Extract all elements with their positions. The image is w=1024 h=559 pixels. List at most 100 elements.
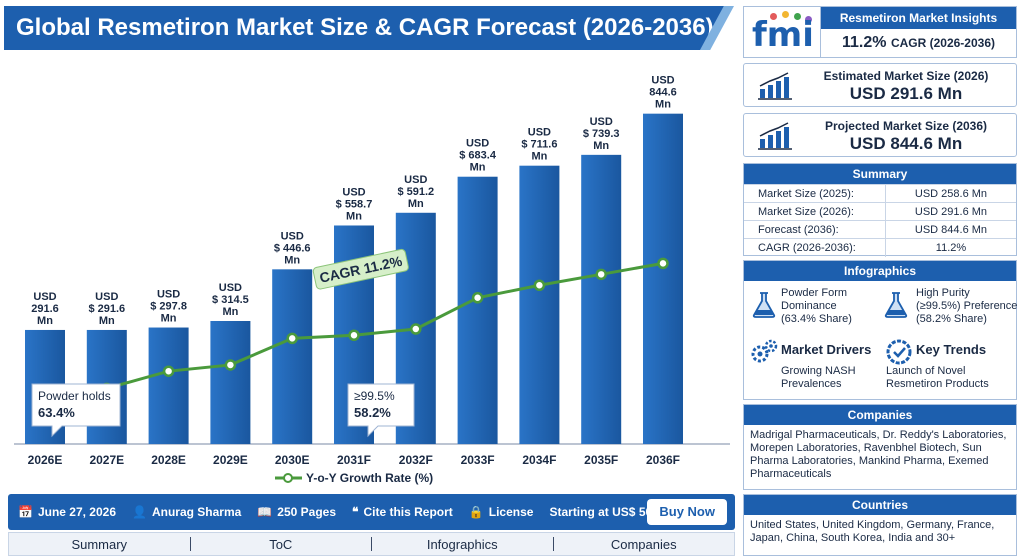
- logo-dot: [805, 16, 812, 23]
- companies-title: Companies: [744, 405, 1016, 425]
- value-label-2028E: USD $ 297.8 Mn: [150, 289, 187, 325]
- bar-2034F: [519, 165, 560, 444]
- user-icon: 👤: [132, 505, 147, 519]
- pages-text: 250 Pages: [277, 505, 336, 519]
- key-trends-text: Launch of Novel Resmetiron Products: [886, 365, 989, 390]
- estimated-size-card: Estimated Market Size (2026) USD 291.6 M…: [743, 63, 1017, 107]
- cagr-period: CAGR (2026-2036): [890, 36, 995, 50]
- flask-icon: [884, 292, 908, 318]
- projected-size-card: Projected Market Size (2036) USD 844.6 M…: [743, 113, 1017, 157]
- row-value: 11.2%: [885, 238, 1016, 257]
- logo-dot: [782, 11, 789, 18]
- projected-size-value: USD 844.6 Mn: [849, 134, 963, 153]
- report-meta-bar: 📅 June 27, 2026 👤 Anurag Sharma 📖 250 Pages…: [8, 494, 735, 530]
- callout-line2: 58.2%: [354, 405, 391, 420]
- tab-divider: [189, 537, 191, 551]
- callout-box: ≥99.5% 58.2%: [347, 383, 415, 438]
- growth-point-2031F: [348, 329, 360, 341]
- date-text: June 27, 2026: [37, 505, 117, 519]
- tick-label-2034F: 2034F: [522, 453, 556, 467]
- value-label-2035F: USD $ 739.3 Mn: [583, 116, 620, 152]
- bar-2029E: [210, 320, 251, 444]
- value-label-2029E: USD $ 314.5 Mn: [212, 282, 249, 318]
- price-text: Starting at US$ 5000: [549, 505, 666, 519]
- book-icon: 📖: [257, 505, 273, 519]
- bar-2033F: [457, 176, 498, 444]
- row-key: CAGR (2026-2036):: [744, 238, 886, 257]
- page-title: Global Resmetiron Market Size & CAGR For…: [4, 6, 726, 50]
- buy-now-button[interactable]: Buy Now: [647, 499, 727, 525]
- callout-line1: ≥99.5%: [354, 389, 395, 403]
- projected-size-label: Projected Market Size (2036): [824, 119, 988, 133]
- flask-icon: [752, 292, 776, 318]
- growth-point-2032F: [410, 323, 422, 335]
- key-trends-title: Key Trends: [916, 342, 987, 357]
- value-label-2026E: USD 291.6 Mn: [31, 291, 59, 327]
- infographics-title: Infographics: [744, 261, 1016, 281]
- countries-title: Countries: [744, 495, 1016, 515]
- powder-form-text: Powder Form Dominance (63.4% Share): [781, 287, 852, 325]
- logo-dot: [794, 13, 801, 20]
- chart-legend: Y-o-Y Growth Rate (%): [275, 471, 433, 485]
- tick-label-2031F: 2031F: [337, 453, 371, 467]
- tab-divider: [371, 537, 372, 551]
- bar-2036F: [643, 113, 683, 445]
- growth-point-2034F: [533, 279, 546, 291]
- bar-2030E: [272, 269, 313, 444]
- check-badge-icon: [886, 339, 912, 365]
- bar-2028E: [148, 327, 189, 444]
- summary-table: Market Size (2025): USD 258.6 Mn Market S…: [744, 184, 1016, 257]
- market-size-chart: USD 291.6 Mn 2026E USD $ 291.6 Mn 2027E USD $ 297…: [14, 75, 730, 485]
- row-key: Forecast (2036):: [744, 220, 886, 239]
- quote-icon: ❝: [352, 505, 359, 519]
- legend-label: Y-o-Y Growth Rate (%): [306, 471, 433, 485]
- tab-companies[interactable]: Companies: [610, 536, 677, 552]
- infographics-card: Infographics Powder Form Dominance (63.4…: [743, 260, 1017, 400]
- bar-2035F: [581, 154, 622, 444]
- license-link[interactable]: 🔒 License: [469, 505, 534, 519]
- insights-title: Resmetiron Market Insights: [821, 7, 1016, 29]
- cite-text: Cite this Report: [363, 505, 453, 519]
- countries-card: Countries United States, United Kingdom,…: [743, 494, 1017, 556]
- table-row: Market Size (2026): USD 291.6 Mn: [744, 202, 1016, 221]
- tab-infographics[interactable]: Infographics: [426, 536, 498, 552]
- row-value: USD 291.6 Mn: [885, 202, 1016, 221]
- tick-label-2026E: 2026E: [28, 453, 63, 467]
- callout-line1: Powder holds: [38, 389, 111, 403]
- tick-label-2028E: 2028E: [151, 453, 186, 467]
- countries-list: United States, United Kingdom, Germany, …: [750, 519, 995, 544]
- gears-icon: [751, 339, 778, 363]
- date-item: 📅 June 27, 2026: [18, 505, 116, 519]
- growth-chart-icon: [758, 122, 792, 150]
- cagr-value: 11.2%: [842, 34, 887, 51]
- value-label-2030E: USD $ 446.6 Mn: [274, 230, 311, 266]
- cagr-summary: 11.2% CAGR (2026-2036): [821, 29, 1016, 57]
- growth-point-2030E: [286, 332, 298, 345]
- value-label-2027E: USD $ 291.6 Mn: [88, 291, 125, 327]
- fmi-logo: fmi: [744, 7, 821, 57]
- growth-point-2035F: [595, 268, 607, 281]
- value-label-2036F: USD 844.6 Mn: [649, 75, 677, 111]
- callout-line2: 63.4%: [38, 405, 75, 420]
- growth-point-2036F: [657, 257, 669, 270]
- author-text: Anurag Sharma: [151, 505, 242, 519]
- tick-label-2035F: 2035F: [584, 453, 618, 467]
- tab-toc[interactable]: ToC: [269, 536, 293, 552]
- growth-point-2033F: [471, 292, 484, 304]
- lock-icon: 🔒: [468, 505, 484, 519]
- row-value: USD 258.6 Mn: [885, 184, 1016, 203]
- tick-label-2029E: 2029E: [213, 453, 248, 467]
- summary-title: Summary: [744, 164, 1016, 184]
- tick-label-2033F: 2033F: [461, 453, 495, 467]
- value-label-2032F: USD $ 591.2 Mn: [397, 174, 434, 210]
- tab-summary[interactable]: Summary: [71, 536, 128, 552]
- logo-dot: [770, 13, 777, 20]
- tick-label-2036F: 2036F: [646, 453, 680, 467]
- calendar-icon: 📅: [18, 505, 33, 519]
- table-row: Forecast (2036): USD 844.6 Mn: [744, 220, 1016, 239]
- license-text: License: [488, 505, 534, 519]
- tick-label-2027E: 2027E: [89, 453, 124, 467]
- author-item[interactable]: 👤 Anurag Sharma: [132, 505, 241, 519]
- row-key: Market Size (2026):: [744, 202, 886, 221]
- cite-report-link[interactable]: ❝ Cite this Report: [352, 505, 453, 519]
